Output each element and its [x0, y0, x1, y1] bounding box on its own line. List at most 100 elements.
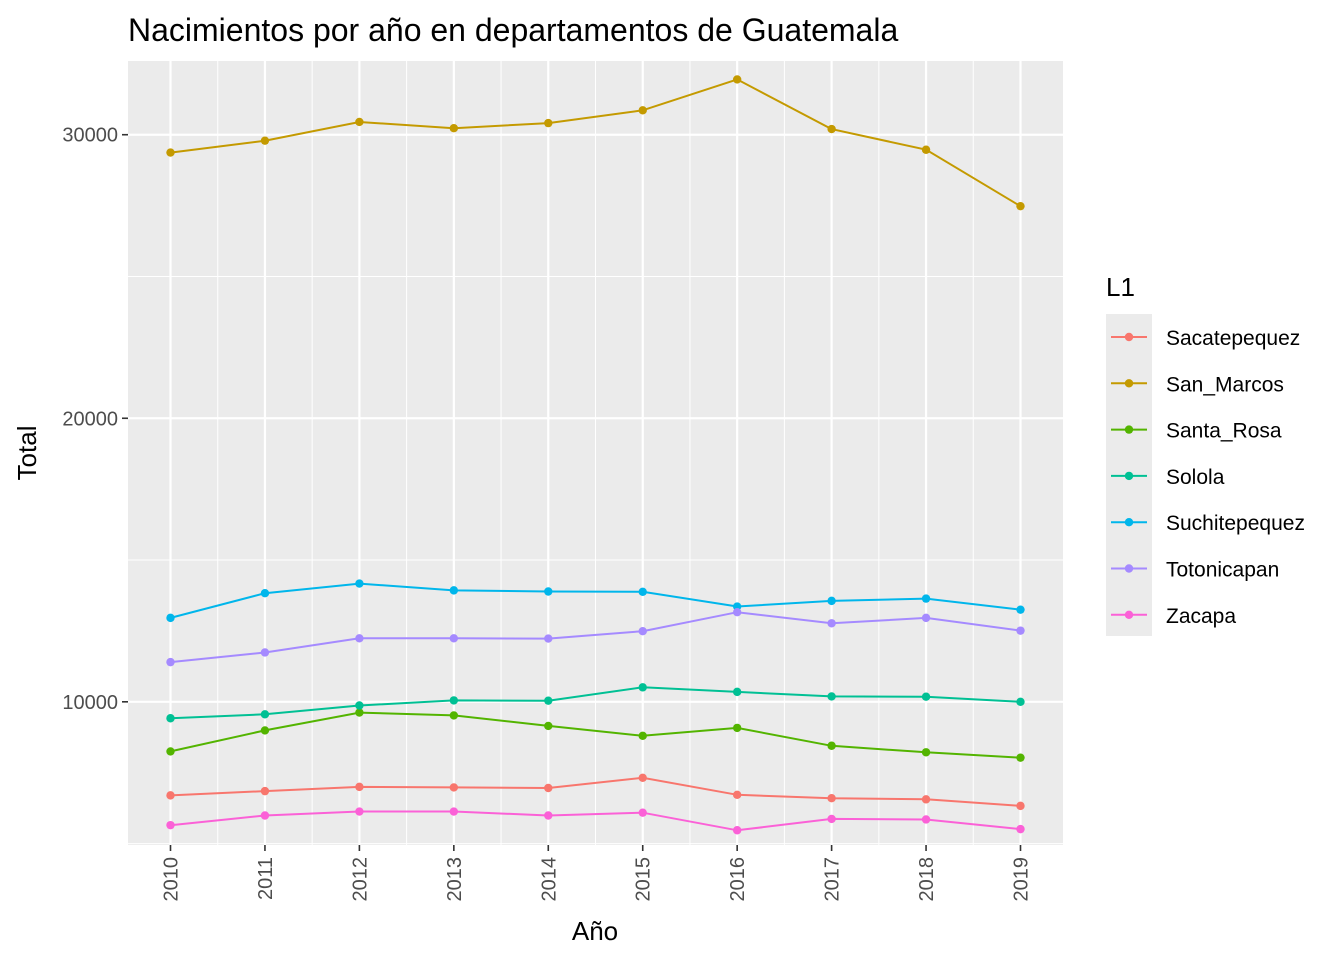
- data-point-solola: [827, 692, 836, 701]
- data-point-san-marcos: [638, 106, 647, 115]
- data-point-totonicapan: [449, 634, 459, 643]
- legend: L1 Sacatepequez San_Marcos Santa_Rosa Solol…: [1106, 272, 1305, 636]
- data-point-san-marcos: [260, 136, 270, 145]
- data-point-san-marcos: [544, 118, 553, 128]
- data-point-sacatepequez: [732, 790, 742, 800]
- data-point-zacapa: [732, 826, 742, 835]
- legend-key-point: [1124, 425, 1134, 434]
- data-point-suchitepequez: [355, 579, 364, 588]
- data-point-zacapa: [638, 808, 647, 817]
- data-point-solola: [638, 683, 647, 692]
- x-tick-label: 2014: [538, 857, 560, 902]
- x-tick-label: 2017: [822, 857, 844, 902]
- minor-gridlines: [128, 61, 1063, 845]
- legend-key-point: [1124, 564, 1134, 573]
- legend-item-sacatepequez: Sacatepequez: [1111, 327, 1300, 350]
- data-point-solola: [166, 714, 175, 723]
- x-tick-label: 2019: [1011, 857, 1033, 902]
- data-point-sacatepequez: [355, 782, 364, 792]
- data-point-sacatepequez: [260, 786, 270, 796]
- series-line-zacapa: [170, 810, 1021, 832]
- legend-key-point: [1124, 379, 1134, 388]
- data-point-sacatepequez: [638, 773, 647, 782]
- x-tick-label: 2018: [916, 857, 938, 902]
- data-point-totonicapan: [921, 613, 931, 623]
- series-san-marcos: [166, 75, 1025, 211]
- legend-label: Zacapa: [1166, 605, 1236, 628]
- data-point-totonicapan: [355, 634, 364, 643]
- data-point-suchitepequez: [921, 594, 931, 603]
- series-layer: [166, 75, 1025, 835]
- legend-key-point: [1124, 610, 1134, 619]
- legend-item-suchitepequez: Suchitepequez: [1111, 512, 1305, 535]
- data-point-totonicapan: [1016, 626, 1025, 635]
- legend-items: Sacatepequez San_Marcos Santa_Rosa Solola Su…: [1111, 327, 1305, 628]
- data-point-sacatepequez: [921, 795, 931, 804]
- data-point-zacapa: [355, 807, 364, 816]
- data-point-santa-rosa: [638, 731, 647, 741]
- y-axis-title: Total: [12, 426, 42, 481]
- data-point-solola: [1016, 697, 1025, 707]
- series-santa-rosa: [166, 708, 1025, 762]
- data-point-sacatepequez: [1016, 801, 1025, 811]
- data-point-zacapa: [827, 814, 836, 824]
- data-point-suchitepequez: [260, 589, 270, 598]
- data-point-totonicapan: [166, 657, 175, 667]
- data-point-san-marcos: [921, 145, 931, 154]
- series-zacapa: [166, 807, 1025, 835]
- legend-item-santa-rosa: Santa_Rosa: [1111, 420, 1282, 443]
- data-point-zacapa: [1016, 824, 1025, 834]
- legend-title: L1: [1106, 272, 1135, 302]
- data-point-solola: [732, 687, 742, 697]
- data-point-solola: [449, 696, 459, 705]
- legend-key-point: [1124, 518, 1134, 527]
- data-point-suchitepequez: [827, 596, 836, 606]
- data-point-suchitepequez: [544, 587, 553, 596]
- x-tick-label: 2013: [444, 857, 466, 902]
- data-point-zacapa: [260, 811, 270, 820]
- data-point-san-marcos: [827, 124, 836, 134]
- data-point-suchitepequez: [449, 586, 459, 595]
- data-point-solola: [260, 710, 270, 719]
- data-point-zacapa: [921, 815, 931, 824]
- data-point-santa-rosa: [260, 726, 270, 735]
- data-point-sacatepequez: [544, 783, 553, 793]
- data-point-suchitepequez: [638, 587, 647, 596]
- data-point-santa-rosa: [921, 748, 931, 757]
- data-point-santa-rosa: [449, 711, 459, 720]
- data-point-san-marcos: [449, 124, 459, 133]
- x-axis-title: Año: [572, 916, 618, 946]
- series-solola: [166, 683, 1025, 723]
- data-point-zacapa: [166, 820, 175, 830]
- data-point-totonicapan: [260, 648, 270, 657]
- data-point-zacapa: [449, 807, 459, 816]
- y-axis: 10000 20000 30000: [62, 125, 128, 714]
- data-point-santa-rosa: [544, 721, 553, 731]
- data-point-totonicapan: [732, 608, 742, 617]
- data-point-santa-rosa: [827, 741, 836, 750]
- data-point-sacatepequez: [827, 794, 836, 803]
- data-point-santa-rosa: [166, 747, 175, 756]
- data-point-totonicapan: [827, 619, 836, 628]
- data-point-santa-rosa: [355, 708, 364, 717]
- series-line-san-marcos: [170, 78, 1022, 208]
- series-line-suchitepequez: [170, 582, 1021, 619]
- legend-label: Solola: [1166, 466, 1225, 489]
- y-tick-label: 20000: [62, 408, 118, 430]
- series-totonicapan: [166, 608, 1025, 667]
- legend-item-solola: Solola: [1111, 466, 1225, 489]
- data-point-sacatepequez: [449, 783, 459, 792]
- x-tick-label: 2012: [349, 857, 371, 902]
- data-point-santa-rosa: [732, 723, 742, 733]
- data-point-totonicapan: [638, 627, 647, 636]
- y-tick-label: 10000: [62, 692, 118, 714]
- data-point-solola: [921, 692, 931, 701]
- legend-label: Totonicapan: [1166, 559, 1279, 582]
- y-tick-label: 30000: [62, 125, 118, 147]
- data-point-santa-rosa: [1016, 753, 1025, 762]
- legend-item-totonicapan: Totonicapan: [1111, 559, 1279, 582]
- data-point-san-marcos: [355, 117, 364, 127]
- series-line-solola: [170, 686, 1021, 720]
- legend-label: Santa_Rosa: [1166, 420, 1282, 443]
